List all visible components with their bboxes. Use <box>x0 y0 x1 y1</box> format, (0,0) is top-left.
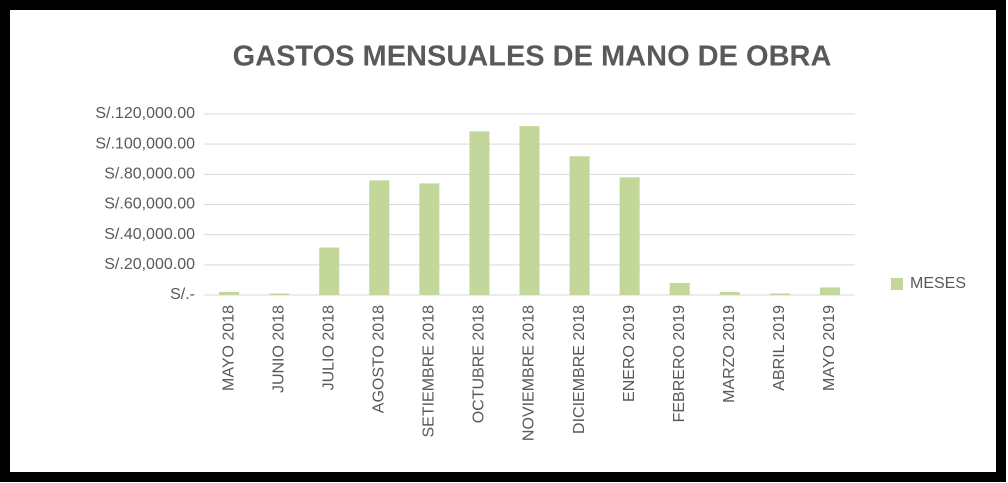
legend-label: MESES <box>910 275 966 292</box>
x-tick-label: ENERO 2019 <box>621 305 638 402</box>
x-tick-label: OCTUBRE 2018 <box>471 305 488 423</box>
bar <box>619 177 640 295</box>
x-tick-label: MAYO 2019 <box>821 305 838 391</box>
bar <box>669 282 690 295</box>
x-tick-label: JUNIO 2018 <box>270 305 287 393</box>
x-tick-label: AGOSTO 2018 <box>370 305 387 413</box>
y-tick-label: S/.- <box>170 286 195 303</box>
x-tick-label: JULIO 2018 <box>320 305 337 390</box>
bar <box>319 247 340 295</box>
y-tick-label: S/.80,000.00 <box>104 166 195 183</box>
y-tick-label: S/.20,000.00 <box>104 256 195 273</box>
bar <box>369 180 390 295</box>
bar <box>419 183 440 295</box>
x-tick-label: SETIEMBRE 2018 <box>421 305 438 438</box>
bar <box>819 287 840 295</box>
y-tick-label: S/.60,000.00 <box>104 196 195 213</box>
x-tick-label: MAYO 2018 <box>220 305 237 391</box>
x-tick-label: FEBRERO 2019 <box>671 305 688 422</box>
bar <box>469 131 490 295</box>
bar <box>269 293 290 295</box>
y-tick-label: S/.40,000.00 <box>104 226 195 243</box>
x-tick-label: MARZO 2019 <box>721 305 738 403</box>
bar <box>569 156 590 295</box>
y-tick-label: S/.100,000.00 <box>95 135 195 152</box>
bar <box>719 291 740 295</box>
x-tick-label: DICIEMBRE 2018 <box>571 305 588 434</box>
chart-title: GASTOS MENSUALES DE MANO DE OBRA <box>233 41 832 73</box>
bar <box>769 293 790 295</box>
y-tick-label: S/.120,000.00 <box>95 105 195 122</box>
bar <box>219 291 240 295</box>
legend-swatch <box>891 278 903 290</box>
bar <box>519 126 540 295</box>
x-tick-label: NOVIEMBRE 2018 <box>521 305 538 441</box>
x-tick-label: ABRIL 2019 <box>771 305 788 391</box>
